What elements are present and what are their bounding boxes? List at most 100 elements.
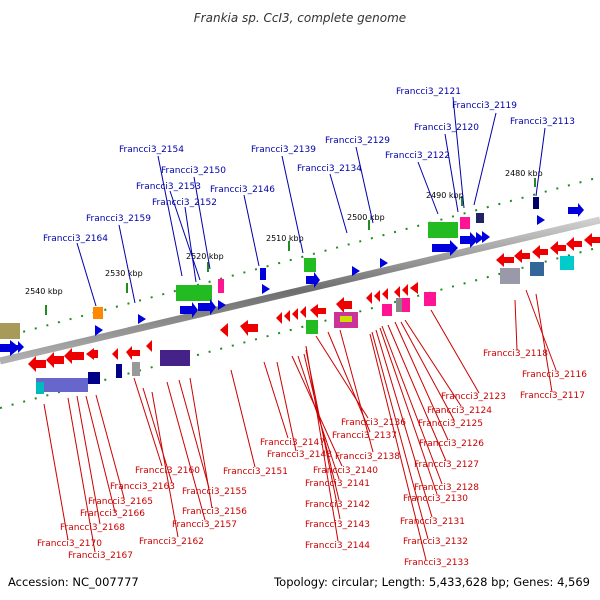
gene-label[interactable]: Francci3_2146 xyxy=(210,185,275,195)
gene-feature xyxy=(132,362,140,376)
gene-arrow xyxy=(460,232,478,248)
gene-label[interactable]: Francci3_2118 xyxy=(483,349,548,359)
gene-feature xyxy=(382,304,392,316)
gene-label[interactable]: Francci3_2133 xyxy=(404,558,469,568)
gene-arrow xyxy=(112,348,118,360)
gene-label[interactable]: Francci3_2150 xyxy=(161,166,226,176)
gene-feature xyxy=(260,268,266,280)
scale-label: 2540 kbp xyxy=(25,287,63,296)
gene-label[interactable]: Francci3_2167 xyxy=(68,551,133,561)
gene-label[interactable]: Francci3_2127 xyxy=(414,460,479,470)
scale-label: 2490 kbp xyxy=(426,191,464,200)
scale-ruler: 2480 kbp 2490 kbp 2500 kbp 2510 kbp 2520… xyxy=(25,169,543,315)
gene-label[interactable]: Francci3_2147 xyxy=(260,438,325,448)
gene-label[interactable]: Francci3_2119 xyxy=(452,101,517,111)
gene-label[interactable]: Francci3_2117 xyxy=(520,391,585,401)
gene-feature xyxy=(500,268,520,284)
gene-label[interactable]: Francci3_2152 xyxy=(152,198,217,208)
gene-label[interactable]: Francci3_2138 xyxy=(335,452,400,462)
gene-label[interactable]: Francci3_2139 xyxy=(251,145,316,155)
gene-label[interactable]: Francci3_2141 xyxy=(305,479,370,489)
gene-label[interactable]: Francci3_2122 xyxy=(385,151,450,161)
gene-label[interactable]: Francci3_2130 xyxy=(403,494,468,504)
gene-feature xyxy=(176,285,212,301)
gene-arrow xyxy=(380,258,388,268)
reverse-genes xyxy=(28,233,600,394)
gene-label[interactable]: Francci3_2125 xyxy=(418,419,483,429)
gene-arrow xyxy=(220,323,228,337)
gene-label[interactable]: Francci3_2153 xyxy=(136,182,201,192)
gene-label[interactable]: Francci3_2142 xyxy=(305,500,370,510)
bottom-gene-labels: Francci3_2118 Francci3_2116 Francci3_212… xyxy=(37,349,587,568)
gene-arrow xyxy=(306,272,320,288)
gene-arrow xyxy=(64,348,84,364)
gene-feature xyxy=(396,298,402,312)
gene-label[interactable]: Francci3_2129 xyxy=(325,136,390,146)
gene-label[interactable]: Francci3_2163 xyxy=(110,482,175,492)
gene-arrow xyxy=(86,348,98,360)
gene-label[interactable]: Francci3_2155 xyxy=(182,487,247,497)
gene-arrow xyxy=(566,237,582,251)
gene-label[interactable]: Francci3_2124 xyxy=(427,406,492,416)
gene-label[interactable]: Francci3_2137 xyxy=(332,431,397,441)
gene-label[interactable]: Francci3_2123 xyxy=(441,392,506,402)
gene-label[interactable]: Francci3_2116 xyxy=(522,370,587,380)
gene-label[interactable]: Francci3_2136 xyxy=(341,418,406,428)
gene-arrow xyxy=(292,308,298,320)
gene-arrow xyxy=(198,299,216,315)
gene-feature xyxy=(533,197,539,209)
gene-label[interactable]: Francci3_2162 xyxy=(139,537,204,547)
top-leaders xyxy=(76,96,546,307)
gene-feature xyxy=(93,307,103,319)
gene-label[interactable]: Francci3_2148 xyxy=(267,450,332,460)
gene-arrow xyxy=(310,304,326,318)
gene-arrow xyxy=(284,310,290,322)
gene-label[interactable]: Francci3_2120 xyxy=(414,123,479,133)
gene-label[interactable]: Francci3_2132 xyxy=(403,537,468,547)
gene-feature xyxy=(428,222,458,238)
gene-label[interactable]: Francci3_2166 xyxy=(80,509,145,519)
gene-feature xyxy=(36,382,44,394)
gene-arrow xyxy=(262,284,270,294)
gene-arrow xyxy=(374,290,380,302)
gene-label[interactable]: Francci3_2160 xyxy=(135,466,200,476)
gene-label[interactable]: Francci3_2151 xyxy=(223,467,288,477)
gene-arrow xyxy=(300,306,306,318)
gene-feature xyxy=(306,320,318,334)
gene-label[interactable]: Francci3_2126 xyxy=(419,439,484,449)
gene-arrow xyxy=(550,241,566,255)
gene-label[interactable]: Francci3_2140 xyxy=(313,466,378,476)
gene-label[interactable]: Francci3_2159 xyxy=(86,214,151,224)
gene-label[interactable]: Francci3_2154 xyxy=(119,145,184,155)
gene-label[interactable]: Francci3_2121 xyxy=(396,87,461,97)
gene-arrow xyxy=(352,266,360,276)
gene-label[interactable]: Francci3_2156 xyxy=(182,507,247,517)
gene-label[interactable]: Francci3_2168 xyxy=(60,523,125,533)
gene-label[interactable]: Francci3_2164 xyxy=(43,234,108,244)
gene-label[interactable]: Francci3_2143 xyxy=(305,520,370,530)
gene-arrow xyxy=(568,203,584,217)
gene-arrow xyxy=(432,240,458,256)
gene-label[interactable]: Francci3_2144 xyxy=(305,541,370,551)
gene-arrow xyxy=(382,288,388,300)
accession-text: Accession: NC_007777 xyxy=(8,575,139,589)
bottom-leaders xyxy=(43,289,557,561)
gene-label[interactable]: Francci3_2131 xyxy=(400,517,465,527)
gene-arrow xyxy=(13,341,24,353)
gene-arrow xyxy=(0,340,20,356)
gene-label[interactable]: Francci3_2157 xyxy=(172,520,237,530)
genome-backbone xyxy=(0,216,600,365)
gene-label[interactable]: Francci3_2113 xyxy=(510,117,575,127)
gene-arrow xyxy=(394,286,400,298)
gene-label[interactable]: Francci3_2165 xyxy=(88,497,153,507)
gene-feature xyxy=(340,316,352,322)
gene-feature xyxy=(530,262,544,276)
gene-label[interactable]: Francci3_2134 xyxy=(297,164,362,174)
gene-feature xyxy=(402,298,410,312)
gene-arrow xyxy=(218,300,226,310)
gene-label[interactable]: Francci3_2170 xyxy=(37,539,102,549)
gene-arrow xyxy=(537,215,545,225)
gene-feature xyxy=(0,323,20,339)
gene-label[interactable]: Francci3_2128 xyxy=(414,483,479,493)
